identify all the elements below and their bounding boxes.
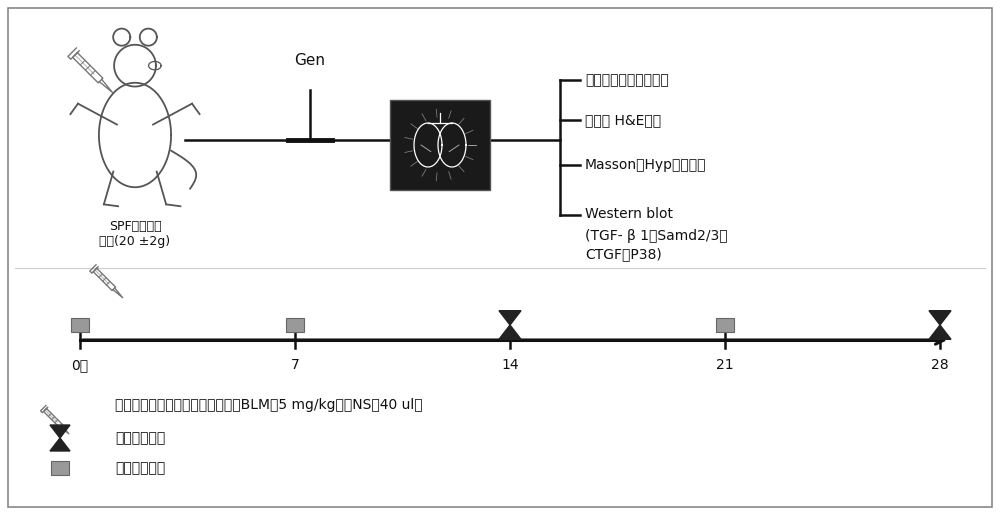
- Text: Masson、Hyp含量测定: Masson、Hyp含量测定: [585, 158, 706, 172]
- Text: 称量小鼠体重: 称量小鼠体重: [115, 461, 165, 475]
- Text: SPF级昆明种: SPF级昆明种: [109, 220, 161, 233]
- Bar: [51, 461, 69, 475]
- Bar: [390, 100, 490, 190]
- Polygon shape: [499, 325, 521, 339]
- Text: 28: 28: [931, 358, 949, 372]
- Polygon shape: [929, 311, 951, 325]
- Text: 7: 7: [291, 358, 299, 372]
- Bar: [286, 318, 304, 332]
- Text: Gen: Gen: [294, 53, 326, 68]
- Text: 小鼠处理时间: 小鼠处理时间: [115, 431, 165, 445]
- Polygon shape: [50, 438, 70, 451]
- Text: 小鼠(20 ±2g): 小鼠(20 ±2g): [99, 235, 171, 248]
- Text: 0天: 0天: [71, 358, 89, 372]
- Polygon shape: [499, 311, 521, 325]
- Polygon shape: [50, 425, 70, 438]
- Text: 14: 14: [501, 358, 519, 372]
- Text: 肺组织 H&E染色: 肺组织 H&E染色: [585, 113, 661, 127]
- Text: 21: 21: [716, 358, 734, 372]
- Text: 在建模的第一天，小鼠气管内滴注BLM（5 mg/kg）或NS（40 ul）: 在建模的第一天，小鼠气管内滴注BLM（5 mg/kg）或NS（40 ul）: [115, 398, 423, 412]
- Text: Western blot: Western blot: [585, 207, 673, 221]
- Bar: [71, 318, 89, 332]
- Text: (TGF- β 1、Samd2/3、: (TGF- β 1、Samd2/3、: [585, 229, 728, 243]
- Text: CTGF、P38): CTGF、P38): [585, 247, 662, 261]
- Bar: [716, 318, 734, 332]
- Text: 小鼠生长曲线和肺系数: 小鼠生长曲线和肺系数: [585, 73, 669, 87]
- Polygon shape: [929, 325, 951, 339]
